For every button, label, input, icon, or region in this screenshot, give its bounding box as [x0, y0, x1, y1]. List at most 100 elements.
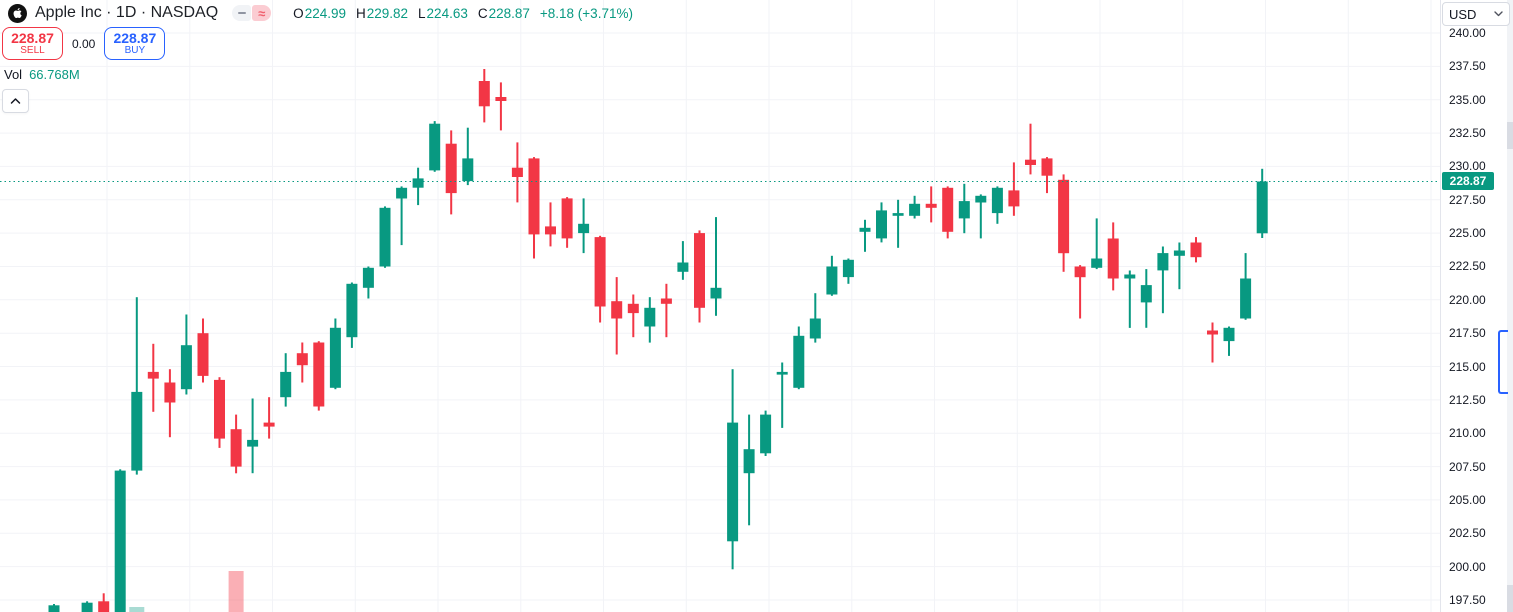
candle-body [1107, 238, 1119, 279]
volume-bar [228, 571, 244, 612]
dash-pill-button[interactable] [232, 5, 252, 21]
price-tick-label: 207.50 [1449, 459, 1486, 474]
candle-body [1223, 327, 1235, 342]
candle-body [909, 203, 921, 216]
candle-wick [864, 219, 866, 252]
candle-body [710, 287, 722, 299]
chevron-down-icon [1494, 11, 1503, 17]
price-tick-label: 227.50 [1449, 192, 1486, 207]
candle-body [478, 81, 490, 107]
candle-wick [135, 297, 138, 475]
candle-body [313, 342, 325, 407]
candle-wick [1161, 246, 1164, 314]
candle-wick [715, 217, 717, 316]
candle-body [776, 371, 788, 375]
price-tick-label: 230.00 [1449, 159, 1486, 174]
candle-body [1140, 285, 1152, 303]
approx-pill-button[interactable]: ≈ [252, 5, 272, 21]
volume-legend: Vol 66.768M [4, 67, 80, 82]
price-tick-label: 235.00 [1449, 92, 1486, 107]
candle-body [495, 97, 507, 101]
buy-button[interactable]: 228.87 BUY [104, 27, 166, 60]
candle-body [1008, 190, 1020, 207]
candle-wick [251, 398, 254, 474]
candle-body [197, 333, 209, 376]
candle-body [826, 266, 838, 295]
candle-body [462, 158, 474, 182]
ohlc-legend: O224.99 H229.82 L224.63 C228.87 +8.18 (+… [293, 6, 633, 21]
volume-bar [129, 607, 145, 612]
price-scale[interactable]: USD 240.00 237.50 235.00 232.50 230.00 227.50… [1440, 0, 1510, 612]
candle-body [528, 158, 540, 235]
sell-button[interactable]: 228.87 SELL [2, 27, 63, 60]
candle-body [793, 335, 805, 388]
candle-body [1256, 181, 1268, 234]
candle-body [1190, 242, 1202, 258]
collapse-legend-button[interactable] [2, 89, 29, 113]
trade-buttons: 228.87 SELL 0.00 228.87 BUY [2, 27, 166, 60]
candle-body [760, 414, 772, 454]
high-label: H [355, 5, 366, 21]
price-tick-label: 212.50 [1449, 392, 1486, 407]
sell-label: SELL [20, 44, 45, 56]
high-value: 229.82 [366, 5, 409, 21]
candle-body [214, 379, 225, 439]
candle-wick [1211, 322, 1214, 363]
symbol-title[interactable]: Apple Inc · 1D · NASDAQ [35, 4, 219, 21]
candle-body [859, 227, 871, 232]
candle-body [545, 226, 556, 235]
candle-body [81, 602, 93, 612]
chart-legend: Apple Inc · 1D · NASDAQ ≈ O224.99 H229.8… [8, 3, 633, 23]
candle-wick [1029, 123, 1032, 175]
candle-body [147, 371, 159, 379]
candle-wick [1128, 270, 1131, 328]
approx-icon: ≈ [258, 5, 266, 21]
candle-body [809, 318, 821, 339]
candle-body [1157, 253, 1169, 271]
candle-body [296, 353, 308, 366]
low-label: L [418, 5, 426, 21]
price-change: +8.18 (+3.71%) [539, 5, 633, 21]
candle-body [694, 233, 705, 308]
market-status-pills: ≈ [232, 5, 272, 21]
candle-body [991, 187, 1003, 214]
candlestick-chart[interactable] [0, 0, 1440, 612]
candle-wick [268, 397, 271, 439]
candle-body [412, 178, 424, 188]
candle-body [677, 262, 689, 272]
candle-body [445, 143, 457, 194]
candle-wick [665, 283, 668, 338]
price-tick-label: 215.00 [1449, 359, 1486, 374]
candle-body [743, 449, 755, 474]
panel-expand-handle[interactable] [1498, 330, 1508, 394]
scroll-segment [1507, 122, 1513, 149]
candle-body [1074, 266, 1086, 278]
candle-body [1041, 158, 1053, 176]
buy-price: 228.87 [113, 29, 157, 46]
volume-value: 66.768M [29, 67, 80, 82]
price-tick-label: 225.00 [1449, 226, 1486, 241]
price-tick-label: 202.50 [1449, 526, 1486, 541]
price-tick-label: 222.50 [1449, 259, 1486, 274]
candle-body [925, 203, 937, 208]
candle-wick [814, 293, 817, 343]
candle-body [280, 371, 292, 398]
candle-body [1173, 250, 1185, 256]
currency-label: USD [1449, 6, 1477, 22]
candle-body [727, 422, 739, 542]
volume-label: Vol [4, 67, 23, 82]
candle-body [98, 601, 110, 612]
low-value: 224.63 [426, 5, 468, 21]
candle-body [114, 470, 126, 612]
candle-wick [781, 362, 784, 428]
dash-icon [237, 12, 246, 14]
candle-body [1091, 258, 1103, 268]
candle-body [180, 345, 192, 390]
currency-dropdown[interactable]: USD [1442, 2, 1510, 26]
chevron-up-icon [10, 98, 21, 104]
candle-body [660, 298, 672, 304]
panel-scroll-strip [1507, 0, 1513, 612]
price-tick-label: 217.50 [1449, 326, 1486, 341]
close-label: C [477, 5, 488, 21]
